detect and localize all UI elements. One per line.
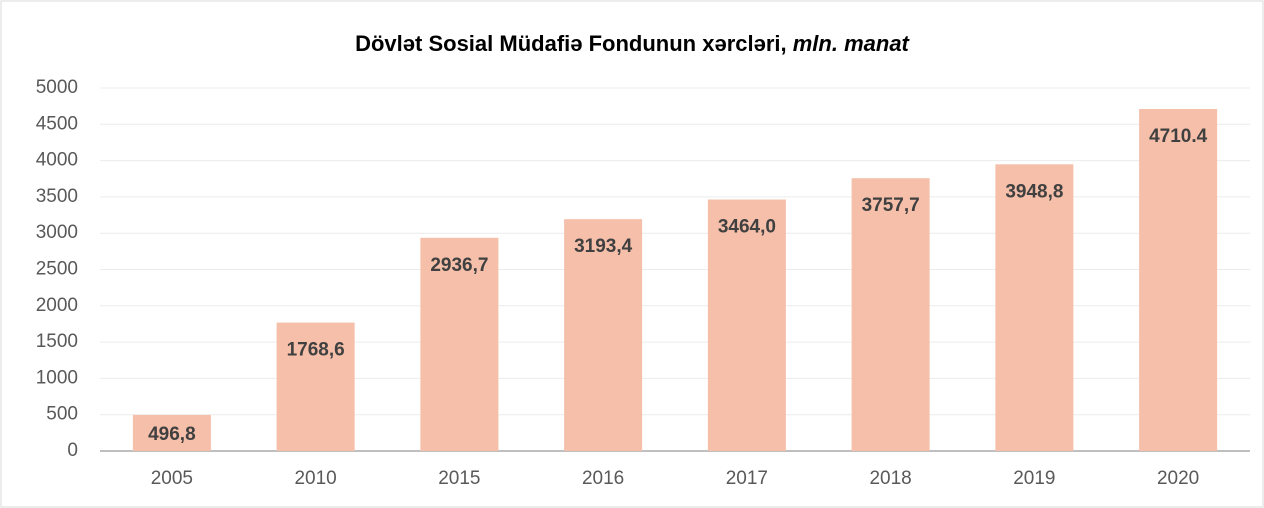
y-tick-label: 1500 [36, 331, 78, 352]
chart-title: Dövlət Sosial Müdafiə Fondunun xərcləri,… [355, 31, 910, 56]
bar [564, 219, 643, 451]
y-tick-label: 5000 [36, 77, 78, 98]
x-tick-label: 2018 [869, 468, 911, 489]
y-tick-label: 500 [46, 404, 78, 425]
x-tick-label: 2010 [294, 468, 336, 489]
data-label: 3757,7 [862, 195, 920, 216]
y-tick-label: 2000 [36, 295, 78, 316]
y-tick-label: 4000 [36, 150, 78, 171]
data-label: 1768,6 [287, 340, 345, 361]
bar [851, 178, 930, 451]
y-tick-label: 0 [67, 440, 78, 461]
bar [707, 199, 786, 451]
bar [276, 322, 355, 451]
data-label: 3948,8 [1005, 181, 1063, 202]
data-label: 3464,0 [718, 217, 776, 238]
x-tick-label: 2005 [151, 468, 193, 489]
y-tick-label: 3500 [36, 186, 78, 207]
title-unit: mln. manat [793, 31, 911, 56]
data-label: 3193,4 [574, 236, 633, 257]
bar [132, 414, 211, 451]
x-tick-label: 2020 [1157, 468, 1199, 489]
x-tick-label: 2017 [726, 468, 768, 489]
bar [420, 237, 499, 451]
bar [1139, 109, 1218, 451]
y-tick-label: 2500 [36, 259, 78, 280]
data-label: 496,8 [148, 424, 196, 445]
x-tick-label: 2016 [582, 468, 624, 489]
y-tick-label: 4500 [36, 113, 78, 134]
data-label: 2936,7 [430, 255, 488, 276]
title-main: Dövlət Sosial Müdafiə Fondunun xərcləri, [355, 31, 787, 56]
data-label: 4710.4 [1149, 126, 1208, 147]
x-tick-label: 2019 [1013, 468, 1055, 489]
y-tick-label: 1000 [36, 367, 78, 388]
x-tick-label: 2015 [438, 468, 480, 489]
y-tick-label: 3000 [36, 222, 78, 243]
bar [995, 164, 1074, 451]
